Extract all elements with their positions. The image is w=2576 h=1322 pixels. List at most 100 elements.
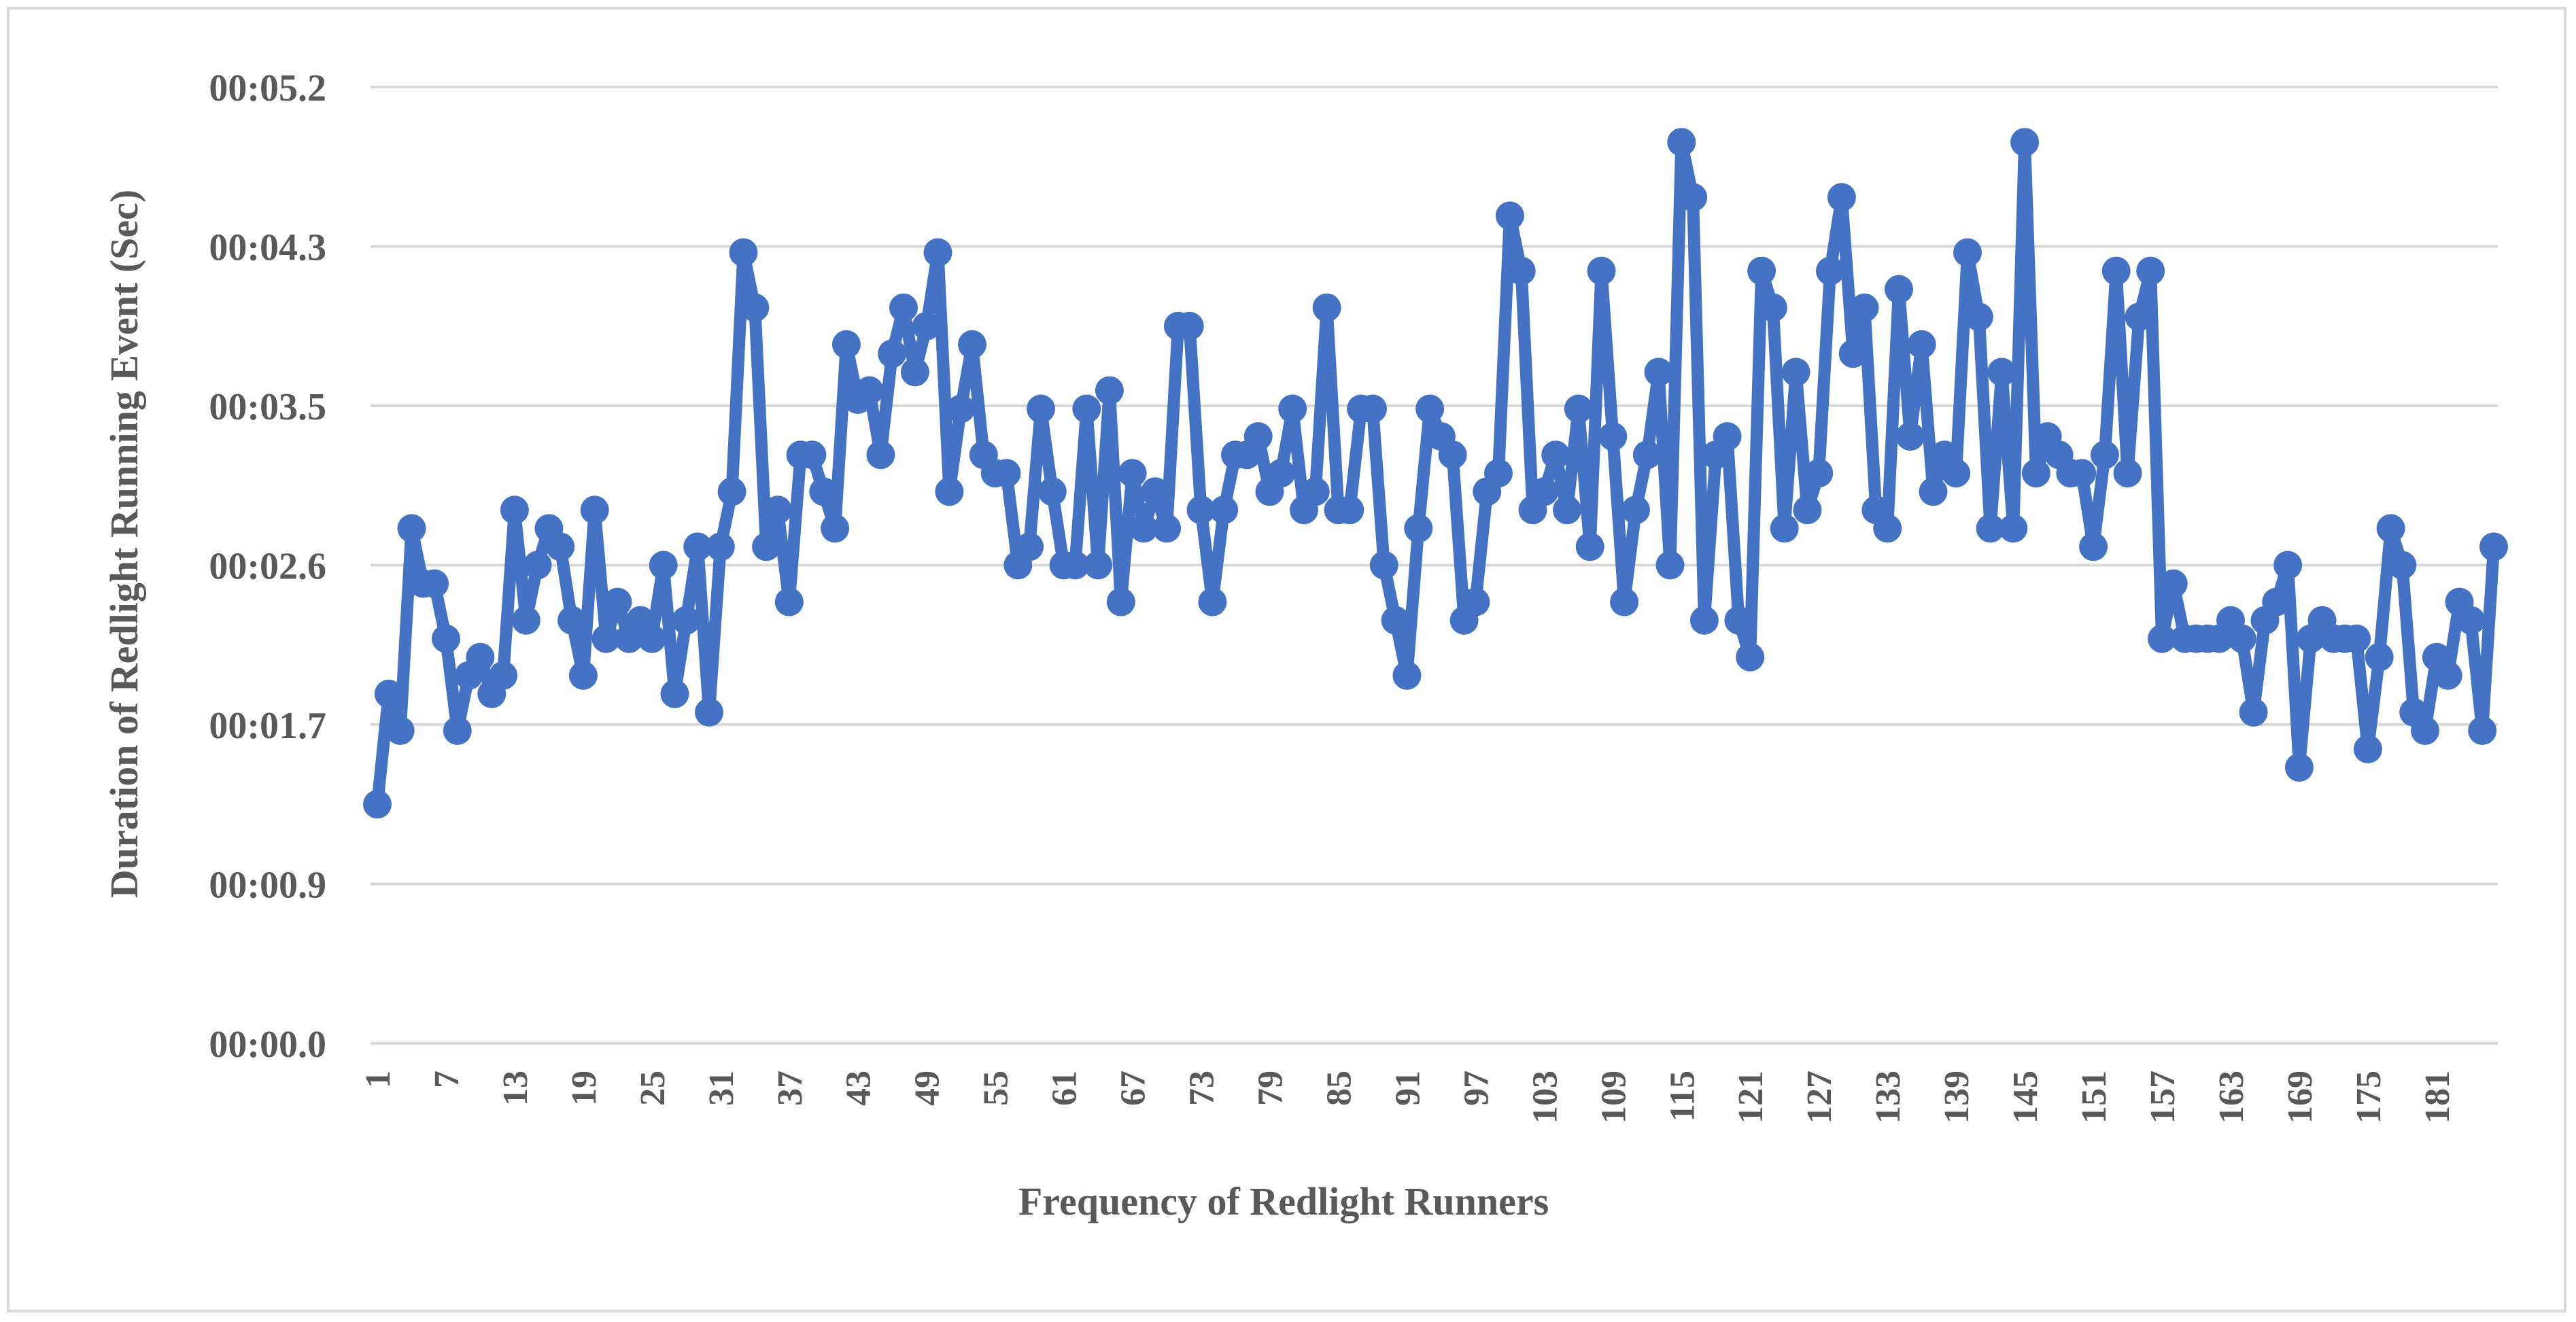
data-point — [774, 587, 804, 616]
data-point — [1827, 183, 1856, 212]
data-point — [1541, 440, 1570, 470]
data-point — [432, 624, 460, 653]
data-point — [1312, 293, 1341, 322]
data-point — [2125, 302, 2154, 332]
data-point — [1129, 514, 1158, 543]
data-point — [2262, 587, 2291, 616]
data-point — [1621, 495, 1650, 525]
data-point — [1587, 256, 1616, 285]
data-point — [1838, 339, 1868, 368]
data-point — [1976, 514, 2005, 543]
data-point — [1118, 459, 1147, 488]
data-point — [2090, 440, 2119, 470]
x-tick-label: 91 — [1388, 1071, 1427, 1106]
data-point — [1369, 551, 1398, 580]
data-point — [466, 642, 495, 672]
data-point — [1381, 606, 1410, 635]
x-tick-label: 85 — [1320, 1071, 1358, 1106]
data-point — [1953, 238, 1982, 267]
x-tick-label: 181 — [2418, 1071, 2457, 1124]
data-point — [1243, 422, 1273, 451]
plot-area — [363, 128, 2508, 819]
data-point — [1152, 514, 1182, 543]
data-point — [1644, 358, 1673, 387]
data-point — [1278, 394, 1307, 423]
data-point — [2388, 551, 2417, 580]
y-axis-ticks: 00:00.0 00:00.9 00:01.7 00:02.6 00:03.5 00:04… — [209, 67, 326, 1066]
data-point — [1061, 551, 1090, 580]
data-point — [2067, 459, 2097, 488]
x-tick-label: 103 — [1526, 1071, 1564, 1124]
data-point — [2159, 569, 2188, 598]
data-point — [946, 394, 976, 423]
data-point — [752, 532, 781, 561]
x-tick-label: 127 — [1800, 1071, 1839, 1124]
data-point — [2227, 624, 2256, 653]
data-point — [420, 569, 449, 598]
data-point — [1816, 256, 1844, 285]
data-point — [706, 532, 735, 561]
data-point — [637, 624, 666, 653]
data-point — [1747, 256, 1776, 285]
data-point — [1015, 532, 1044, 561]
data-point — [363, 790, 392, 819]
data-point — [1895, 422, 1925, 451]
data-point — [1530, 477, 1559, 506]
data-point — [2136, 256, 2165, 285]
x-tick-label: 163 — [2212, 1071, 2251, 1124]
x-tick-label: 133 — [1869, 1071, 1908, 1124]
data-point — [568, 661, 598, 690]
data-point — [1885, 275, 1913, 304]
x-tick-label: 115 — [1663, 1071, 1702, 1121]
y-tick-label: 00:04.3 — [209, 227, 326, 269]
data-point — [546, 532, 575, 561]
data-point — [1770, 514, 1799, 543]
data-point — [821, 514, 850, 543]
data-point — [1804, 459, 1834, 488]
data-point — [443, 716, 472, 745]
data-point — [1667, 128, 1696, 157]
data-point — [935, 477, 964, 506]
data-point — [1793, 495, 1822, 525]
data-point — [580, 495, 609, 525]
data-point — [2273, 551, 2303, 580]
data-point — [1484, 459, 1513, 488]
data-point — [1404, 514, 1433, 543]
data-point — [1267, 459, 1296, 488]
data-point — [489, 661, 518, 690]
data-point — [1919, 477, 1948, 506]
data-point — [855, 376, 884, 405]
data-point — [672, 606, 701, 635]
data-point — [1610, 587, 1639, 616]
data-point — [557, 606, 587, 635]
x-tick-label: 7 — [428, 1071, 466, 1088]
data-point — [1438, 440, 1467, 470]
data-point — [1564, 394, 1593, 423]
data-point — [1507, 256, 1536, 285]
data-point — [1713, 422, 1742, 451]
chart-frame — [7, 7, 2566, 1312]
data-point — [797, 440, 827, 470]
data-point — [374, 679, 403, 708]
data-point — [649, 551, 678, 580]
data-point — [397, 514, 426, 543]
x-tick-label: 67 — [1114, 1071, 1153, 1106]
data-point — [1461, 587, 1490, 616]
data-point — [2079, 532, 2108, 561]
data-point — [831, 330, 861, 359]
data-point — [2376, 514, 2405, 543]
x-tick-label: 49 — [908, 1071, 947, 1106]
data-point — [2353, 735, 2382, 764]
x-tick-label: 97 — [1457, 1071, 1496, 1106]
x-tick-label: 1 — [359, 1071, 398, 1088]
data-point — [2411, 716, 2439, 745]
data-point — [1598, 422, 1628, 451]
x-tick-label: 43 — [840, 1071, 878, 1106]
data-point — [992, 459, 1021, 488]
data-point — [1689, 606, 1719, 635]
x-axis-ticks: 1 7 13 19 25 31 37 43 49 55 61 67 73 79 85 91 97 103 109 11… — [359, 1071, 2457, 1124]
data-point — [1942, 459, 1971, 488]
data-point — [878, 339, 907, 368]
data-point — [683, 532, 712, 561]
